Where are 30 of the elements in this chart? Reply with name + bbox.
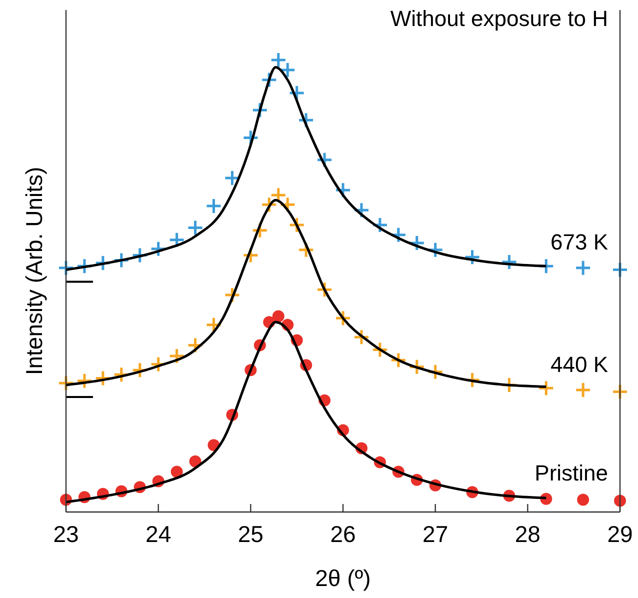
point xyxy=(612,261,628,278)
y-axis-title: Intensity (Arb. Units) xyxy=(21,166,47,376)
point xyxy=(500,254,518,270)
point xyxy=(574,260,592,276)
series-label: 673 K xyxy=(550,230,608,255)
point xyxy=(170,466,183,478)
point xyxy=(58,374,74,392)
x-tick-label: 23 xyxy=(53,521,79,547)
point xyxy=(168,348,186,364)
x-tick-label: 28 xyxy=(514,521,540,547)
series-label: Pristine xyxy=(534,460,608,486)
point xyxy=(187,219,204,236)
point xyxy=(58,260,74,276)
x-tick-label: 25 xyxy=(238,521,264,547)
x-tick-label: 29 xyxy=(607,521,633,547)
text: Without exposure to H xyxy=(390,6,608,31)
x-tick-label: 27 xyxy=(422,521,448,547)
point xyxy=(574,382,592,398)
point xyxy=(577,494,590,506)
point xyxy=(205,198,222,214)
point xyxy=(464,248,481,266)
point xyxy=(272,310,284,322)
x-tick-label: 24 xyxy=(146,521,172,547)
point xyxy=(614,494,626,507)
x-axis-title: 2θ (º) xyxy=(315,565,371,591)
series-label: 440 K xyxy=(550,352,608,377)
point xyxy=(538,380,554,396)
point xyxy=(168,232,186,248)
point xyxy=(612,384,628,400)
x-tick-label: 26 xyxy=(330,521,356,547)
